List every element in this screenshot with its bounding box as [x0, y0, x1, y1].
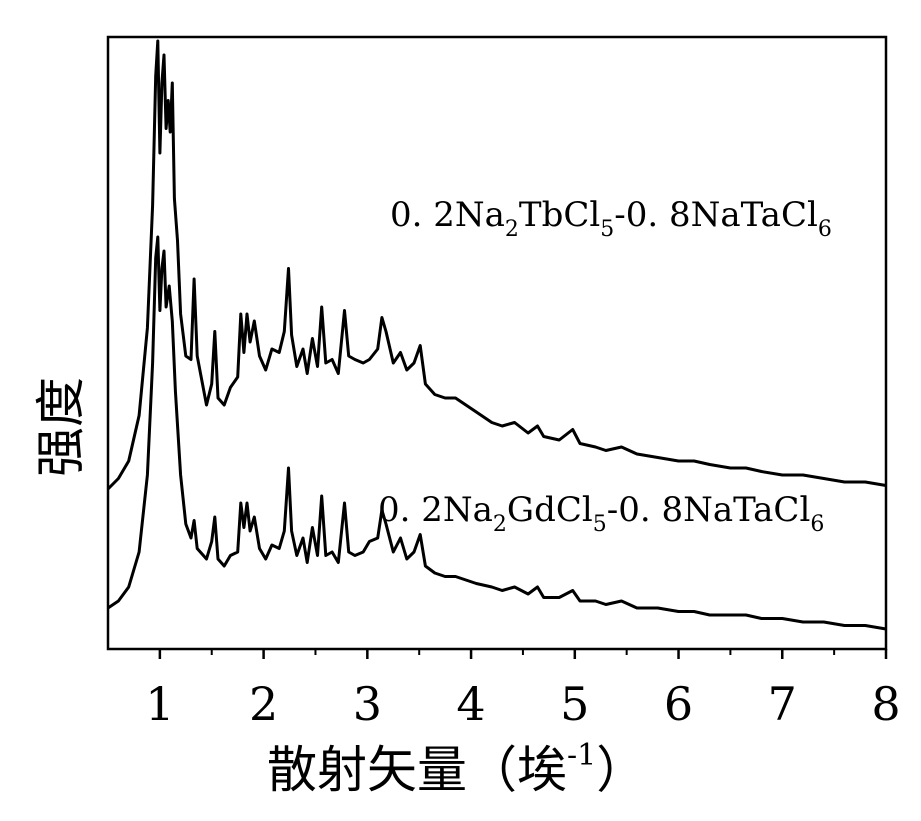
x-tick-label: 6	[664, 677, 693, 731]
series-layer	[108, 41, 886, 629]
x-tick-label: 3	[353, 677, 382, 731]
x-tick-label: 7	[768, 677, 797, 731]
series-label-tb: 0. 2Na2TbCl5-0. 8NaTaCl6	[390, 195, 832, 242]
plot-frame	[108, 37, 886, 649]
series-line-gd	[108, 237, 886, 629]
y-axis-label: 强度	[32, 377, 90, 477]
x-tick-label: 1	[145, 677, 174, 731]
x-axis-label: 散射矢量（埃-1）	[267, 738, 646, 799]
x-tick-label: 4	[456, 677, 485, 731]
series-label-gd: 0. 2Na2GdCl5-0. 8NaTaCl6	[378, 490, 824, 537]
series-line-tb	[108, 41, 886, 489]
x-tick-label: 5	[560, 677, 589, 731]
x-tick-label: 8	[871, 677, 900, 731]
ticks-layer: 1 2 3 4 5 6 7 8	[145, 649, 900, 731]
x-tick-label: 2	[249, 677, 278, 731]
